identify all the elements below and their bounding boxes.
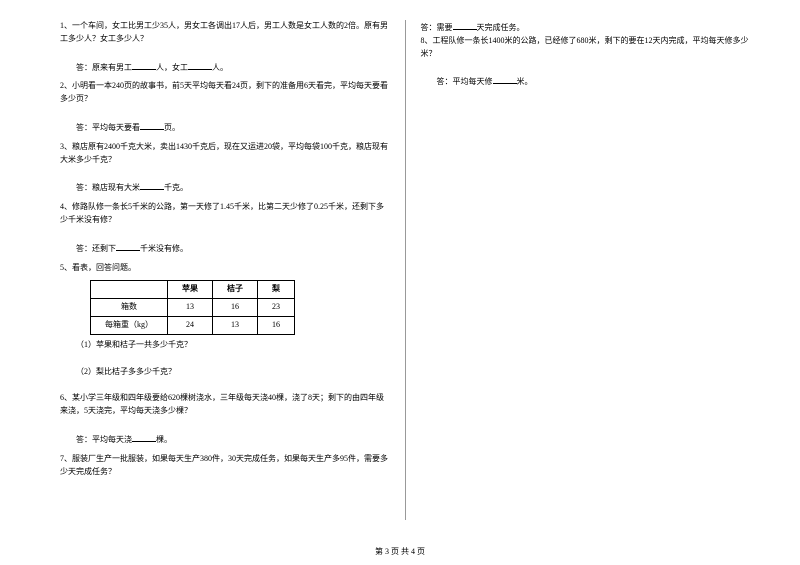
answer-7: 答：需要 天完成任务。 [421,20,751,35]
table-cell: 16 [258,316,295,334]
answer-6-prefix: 答：平均每天浇 [76,435,132,444]
answer-3-suffix: 千克。 [164,183,188,192]
table-cell: 箱数 [91,299,168,317]
answer-3: 答：粮店现有大米 千克。 [60,180,390,195]
blank [132,60,156,70]
answer-2-prefix: 答：平均每天要看 [76,123,140,132]
table-cell: 每箱重（kg） [91,316,168,334]
question-5-sub2: （2）梨比桔子多多少千克？ [60,366,390,379]
answer-7-suffix: 天完成任务。 [477,23,525,32]
answer-1-mid: 人，女工 [156,63,188,72]
answer-4-prefix: 答：还剩下 [76,244,116,253]
question-3: 3、粮店原有2400千克大米，卖出1430千克后，现在又运进20袋，平均每袋10… [60,141,390,167]
table-header-cell: 桔子 [213,281,258,299]
answer-6-suffix: 棵。 [156,435,172,444]
answer-1: 答：原来有男工 人，女工 人。 [60,60,390,75]
table-header-cell: 梨 [258,281,295,299]
table-cell: 13 [168,299,213,317]
answer-8-prefix: 答：平均每天修 [437,77,493,86]
question-8: 8、工程队修一条长1400米的公路，已经修了680米，剩下的要在12天内完成，平… [421,35,751,61]
blank [116,241,140,251]
table-row: 每箱重（kg） 24 13 16 [91,316,295,334]
table-header-row: 苹果 桔子 梨 [91,281,295,299]
blank [140,180,164,190]
blank [140,120,164,130]
blank [453,20,477,30]
answer-1-prefix: 答：原来有男工 [76,63,132,72]
answer-6: 答：平均每天浇 棵。 [60,432,390,447]
question-7: 7、服装厂生产一批服装，如果每天生产380件，30天完成任务，如果每天生产多95… [60,453,390,479]
answer-2: 答：平均每天要看 页。 [60,120,390,135]
page-footer: 第 3 页 共 4 页 [0,546,800,557]
question-2: 2、小明看一本240页的故事书，前5天平均每天看24页，剩下的准备用6天看完，平… [60,80,390,106]
left-column: 1、一个车间，女工比男工少35人，男女工各调出17人后，男工人数是女工人数的2倍… [60,20,406,520]
answer-8: 答：平均每天修 米。 [421,74,751,89]
answer-7-prefix: 答：需要 [421,23,453,32]
table-header-cell [91,281,168,299]
table-row: 箱数 13 16 23 [91,299,295,317]
right-column: 答：需要 天完成任务。 8、工程队修一条长1400米的公路，已经修了680米，剩下… [406,20,751,520]
table-cell: 13 [213,316,258,334]
answer-3-prefix: 答：粮店现有大米 [76,183,140,192]
answer-8-suffix: 米。 [517,77,533,86]
table-cell: 23 [258,299,295,317]
question-5-sub1: （1）苹果和桔子一共多少千克？ [60,339,390,352]
answer-1-suffix: 人。 [212,63,228,72]
blank [188,60,212,70]
question-6: 6、某小学三年级和四年级要给620棵树浇水，三年级每天浇40棵，浇了8天；剩下的… [60,392,390,418]
question-4: 4、修路队修一条长5千米的公路，第一天修了1.45千米，比第二天少修了0.25千… [60,201,390,227]
answer-4: 答：还剩下 千米没有修。 [60,241,390,256]
answer-2-suffix: 页。 [164,123,180,132]
question-5: 5、看表，回答问题。 [60,262,390,275]
blank [493,74,517,84]
table-cell: 24 [168,316,213,334]
blank [132,432,156,442]
table-header-cell: 苹果 [168,281,213,299]
question-1: 1、一个车间，女工比男工少35人，男女工各调出17人后，男工人数是女工人数的2倍… [60,20,390,46]
answer-4-suffix: 千米没有修。 [140,244,188,253]
data-table: 苹果 桔子 梨 箱数 13 16 23 每箱重（kg） 24 13 16 [90,280,295,334]
table-cell: 16 [213,299,258,317]
